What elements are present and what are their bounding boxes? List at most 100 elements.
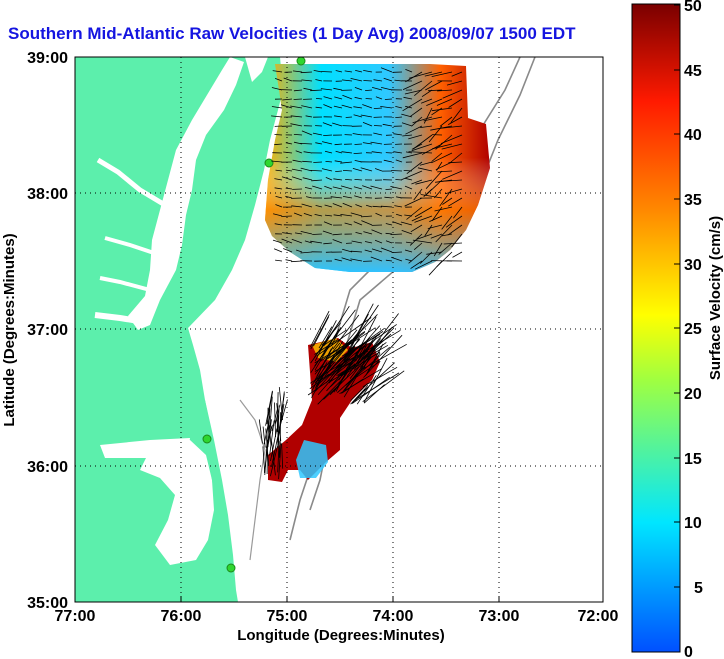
velocity-arrow [332,314,360,350]
radar-station-marker [264,158,274,168]
velocity-arrow [310,335,331,364]
velocity-arrow [322,141,333,145]
velocity-arrow [416,233,433,240]
velocity-arrow [362,185,373,190]
velocity-arrow [406,206,423,220]
velocity-arrow [411,143,433,152]
velocity-arrow [301,203,313,208]
albemarle-sound [100,438,190,458]
velocity-arrow [325,177,333,181]
velocity-arrow [311,362,328,392]
velocity-arrow [408,71,433,79]
velocity-arrow [267,408,271,446]
velocity-arrow [355,204,363,208]
velocity-arrow [409,233,423,246]
velocity-arrow [342,248,353,253]
velocity-arrow [294,232,303,235]
velocity-arrow [332,186,343,190]
velocity-arrow [293,134,303,136]
velocity-arrow [315,205,323,208]
velocity-arrow [451,71,463,77]
velocity-arrow [448,98,463,108]
velocity-arrow [413,188,423,201]
velocity-arrow [374,239,383,244]
velocity-field-south [268,338,380,482]
velocity-arrow [273,248,283,253]
velocity-arrow [430,233,443,239]
velocity-arrow [316,337,343,357]
velocity-arrow [350,250,363,253]
velocity-arrow [277,404,285,443]
velocity-arrow [402,98,423,112]
velocity-arrow [401,230,413,235]
velocity-arrow [431,107,453,112]
velocity-arrow [333,347,362,393]
velocity-arrow [362,366,398,388]
velocity-arrow [375,212,383,217]
velocity-arrow [315,366,339,392]
velocity-arrow [334,115,343,118]
velocity-arrow [403,170,413,172]
velocity-arrow [310,170,323,172]
velocity-arrow [395,159,403,163]
velocity-arrow [350,383,368,401]
velocity-arrow [321,168,333,172]
velocity-arrow [276,403,282,441]
velocity-arrow [439,116,453,127]
velocity-arrow [312,132,323,136]
velocity-arrow [293,212,303,217]
velocity-arrow [292,159,303,163]
velocity-arrow [449,152,463,164]
velocity-arrow [313,161,323,163]
velocity-arrow [300,167,313,172]
velocity-arrow [350,78,363,82]
velocity-arrow [371,151,383,154]
velocity-arrow [352,133,363,136]
velocity-arrow [274,134,283,136]
velocity-arrow [262,446,266,473]
velocity-arrow [350,212,363,217]
velocity-arrow [427,224,443,229]
velocity-arrow [314,214,323,217]
velocity-arrow [395,213,403,217]
radar-station-marker [202,434,212,444]
velocity-arrow [431,107,443,116]
velocity-arrow [313,70,323,73]
velocity-arrow [340,339,376,377]
velocity-arrow [271,441,276,476]
velocity-arrow [315,142,323,145]
velocity-arrow [362,122,373,127]
velocity-arrow [337,330,384,363]
velocity-arrow [428,89,443,92]
velocity-arrow [412,239,433,244]
velocity-arrow [401,122,413,127]
velocity-arrow [354,316,377,358]
velocity-field-south-cool [296,440,328,478]
x-axis-label: Longitude (Degrees:Minutes) [237,627,445,644]
velocity-arrow [383,77,393,82]
velocity-arrow [429,215,443,222]
velocity-arrow [324,150,333,154]
velocity-arrow [275,169,283,172]
velocity-arrow [281,443,284,469]
velocity-arrow [330,356,356,377]
velocity-arrow [317,360,354,382]
velocity-arrow [283,248,293,253]
lon-tick-label: 72:00 [578,608,619,625]
velocity-arrow [404,249,413,253]
velocity-arrow [262,426,266,448]
velocity-arrow [373,132,383,136]
velocity-arrow [332,122,343,127]
radar-station-marker [296,57,306,66]
velocity-arrow [404,89,423,95]
velocity-arrow [290,123,303,127]
velocity-arrow [274,402,276,438]
velocity-arrow [306,196,313,199]
velocity-arrow [406,161,423,175]
velocity-arrow [441,233,453,237]
velocity-arrow [414,215,433,223]
velocity-arrow [353,114,363,118]
colorbar-tick-label: 40 [684,127,702,144]
velocity-arrow [323,104,333,109]
velocity-arrow [411,215,423,222]
